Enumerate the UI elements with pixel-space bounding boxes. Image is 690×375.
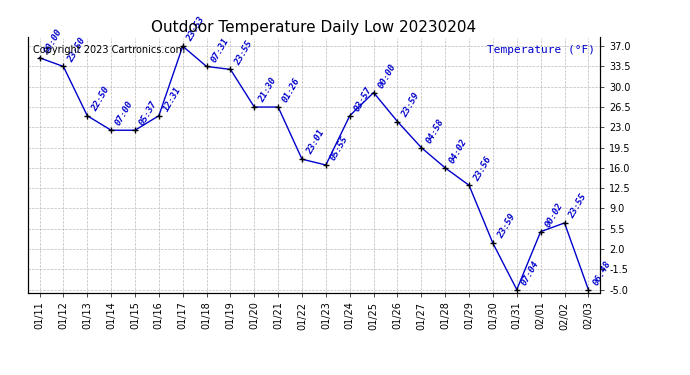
Text: 06:48: 06:48 [591, 259, 613, 287]
Text: 12:31: 12:31 [161, 85, 183, 113]
Text: 00:00: 00:00 [42, 27, 63, 55]
Text: 05:55: 05:55 [328, 135, 350, 162]
Text: Temperature (°F): Temperature (°F) [486, 45, 595, 55]
Text: 04:58: 04:58 [424, 117, 445, 145]
Text: 22:50: 22:50 [90, 85, 111, 113]
Text: 07:00: 07:00 [114, 100, 135, 128]
Text: Copyright 2023 Cartronics.com: Copyright 2023 Cartronics.com [33, 45, 186, 55]
Text: 23:59: 23:59 [495, 213, 517, 240]
Text: 21:30: 21:30 [257, 76, 278, 104]
Title: Outdoor Temperature Daily Low 20230204: Outdoor Temperature Daily Low 20230204 [151, 20, 477, 35]
Text: 23:56: 23:56 [472, 155, 493, 183]
Text: 04:02: 04:02 [448, 137, 469, 165]
Text: 23:55: 23:55 [233, 39, 255, 67]
Text: 23:50: 23:50 [66, 36, 88, 64]
Text: 05:37: 05:37 [138, 100, 159, 128]
Text: 07:04: 07:04 [520, 259, 541, 287]
Text: 07:31: 07:31 [209, 36, 230, 64]
Text: 23:53: 23:53 [186, 16, 207, 44]
Text: 23:59: 23:59 [400, 91, 422, 119]
Text: 00:02: 00:02 [544, 201, 564, 229]
Text: 03:57: 03:57 [353, 85, 374, 113]
Text: 01:26: 01:26 [281, 76, 302, 104]
Text: 00:00: 00:00 [376, 62, 397, 90]
Text: 23:55: 23:55 [567, 192, 589, 220]
Text: 23:01: 23:01 [305, 129, 326, 156]
